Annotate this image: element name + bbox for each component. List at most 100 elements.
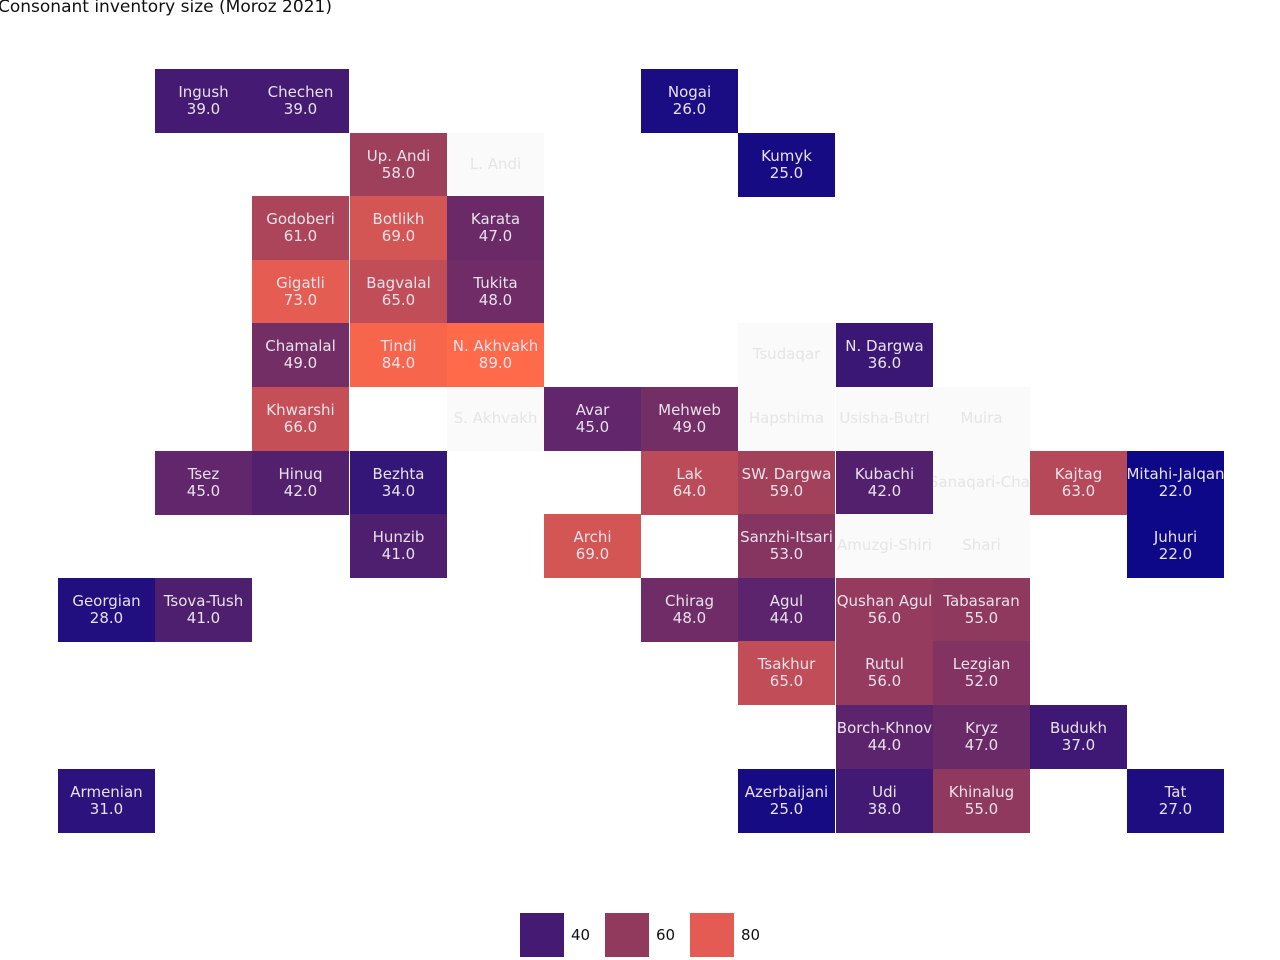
tile-value-label: 47.0: [964, 736, 999, 754]
tile-name-label: Lak: [676, 464, 703, 483]
tile-shari: Shari: [933, 514, 1030, 578]
tile-name-label: Amuzgi-Shiri: [837, 536, 932, 555]
tile-hapshima: Hapshima: [738, 387, 835, 451]
tile-nogai: Nogai 26.0: [641, 69, 738, 133]
tile-archi: Archi 69.0: [544, 514, 641, 578]
tile-name-label: N. Akhvakh: [452, 336, 539, 355]
tile-value-label: 56.0: [867, 609, 902, 627]
tile-hinuq: Hinuq 42.0: [252, 451, 349, 515]
tile-name-label: L. Andi: [469, 155, 522, 174]
tile-tukita: Tukita 48.0: [447, 260, 544, 324]
tile-value-label: 48.0: [478, 291, 513, 309]
tile-khinalug: Khinalug 55.0: [933, 769, 1030, 833]
tile-name-label: Bagvalal: [366, 273, 431, 292]
tile-name-label: Kryz: [965, 718, 998, 737]
tile-value-label: 89.0: [478, 354, 513, 372]
tile-value-label: 39.0: [186, 100, 221, 118]
tile-value-label: 55.0: [964, 800, 999, 818]
tile-name-label: Chirag: [664, 591, 715, 610]
tile-name-label: Usisha-Butri: [839, 409, 930, 428]
tile-up-andi: Up. Andi 58.0: [350, 133, 447, 197]
tile-name-label: Shari: [962, 536, 1001, 555]
tile-name-label: Juhuri: [1153, 527, 1198, 546]
tile-value-label: 49.0: [283, 354, 318, 372]
tile-name-label: S. Akhvakh: [453, 409, 538, 428]
tile-n-akhvakh: N. Akhvakh 89.0: [447, 323, 544, 387]
tile-lak: Lak 64.0: [641, 451, 738, 515]
legend-swatch: [690, 913, 734, 957]
tile-name-label: Botlikh: [372, 209, 425, 228]
tile-name-label: Avar: [575, 400, 610, 419]
tile-name-label: Chamalal: [265, 336, 336, 355]
tile-name-label: Khwarshi: [266, 400, 335, 419]
tile-gigatli: Gigatli 73.0: [252, 260, 349, 324]
tile-value-label: 52.0: [964, 672, 999, 690]
tile-name-label: Godoberi: [266, 209, 335, 228]
tile-name-label: Hapshima: [748, 409, 825, 428]
tile-value-label: 64.0: [672, 482, 707, 500]
tile-tindi: Tindi 84.0: [350, 323, 447, 387]
tile-name-label: Ingush: [178, 82, 229, 101]
tile-value-label: 28.0: [89, 609, 124, 627]
tile-name-label: Qushan Agul: [836, 591, 933, 610]
tile-value-label: 58.0: [381, 164, 416, 182]
tile-name-label: Tabasaran: [943, 591, 1020, 610]
tile-bezhta: Bezhta 34.0: [350, 451, 447, 515]
tile-map-grid: Ingush 39.0 Chechen 39.0 Nogai 26.0 Up. Andi 58…: [58, 69, 1224, 833]
tile-value-label: 61.0: [283, 227, 318, 245]
tile-value-label: 41.0: [381, 545, 416, 563]
tile-name-label: Muira: [960, 409, 1003, 428]
tile-karata: Karata 47.0: [447, 196, 544, 260]
chart-title: Consonant inventory size (Moroz 2021): [0, 0, 332, 17]
tile-value-label: 53.0: [769, 545, 804, 563]
tile-value-label: 47.0: [478, 227, 513, 245]
tile-value-label: 26.0: [672, 100, 707, 118]
tile-name-label: Chechen: [267, 82, 334, 101]
tile-udi: Udi 38.0: [836, 769, 933, 833]
tile-value-label: 37.0: [1061, 736, 1096, 754]
tile-name-label: Bezhta: [372, 464, 425, 483]
tile-value-label: 34.0: [381, 482, 416, 500]
tile-armenian: Armenian 31.0: [58, 769, 155, 833]
tile-name-label: Udi: [872, 782, 897, 801]
tile-tsakhur: Tsakhur 65.0: [738, 641, 835, 705]
tile-tsova-tush: Tsova-Tush 41.0: [155, 578, 252, 642]
tile-bagvalal: Bagvalal 65.0: [350, 260, 447, 324]
tile-agul: Agul 44.0: [738, 578, 835, 642]
tile-name-label: Gigatli: [276, 273, 325, 292]
tile-value-label: 22.0: [1158, 482, 1193, 500]
tile-name-label: Georgian: [72, 591, 141, 610]
legend-item-80: 80: [690, 913, 767, 957]
tile-name-label: Mehweb: [658, 400, 721, 419]
tile-name-label: Tindi: [380, 336, 417, 355]
tile-value-label: 59.0: [769, 482, 804, 500]
tile-name-label: Tsova-Tush: [163, 591, 244, 610]
tile-value-label: 42.0: [867, 482, 902, 500]
tile-value-label: 69.0: [381, 227, 416, 245]
tile-name-label: Kajtag: [1054, 464, 1103, 483]
tile-value-label: 84.0: [381, 354, 416, 372]
tile-name-label: Armenian: [70, 782, 143, 801]
tile-name-label: Tsez: [187, 464, 220, 483]
tile-name-label: Lezgian: [952, 654, 1011, 673]
tile-khwarshi: Khwarshi 66.0: [252, 387, 349, 451]
tile-avar: Avar 45.0: [544, 387, 641, 451]
tile-name-label: Kumyk: [761, 146, 812, 165]
tile-godoberi: Godoberi 61.0: [252, 196, 349, 260]
tile-sanzhi-itsari: Sanzhi-Itsari 53.0: [738, 514, 835, 578]
tile-amuzgi-shiri: Amuzgi-Shiri: [836, 514, 933, 578]
tile-value-label: 38.0: [867, 800, 902, 818]
tile-name-label: Borch-Khnov: [836, 718, 933, 737]
tile-name-label: Sanaqari-Chal: [933, 473, 1030, 492]
tile-muira: Muira: [933, 387, 1030, 451]
tile-name-label: Nogai: [667, 82, 712, 101]
tile-value-label: 49.0: [672, 418, 707, 436]
tile-kumyk: Kumyk 25.0: [738, 133, 835, 197]
tile-chechen: Chechen 39.0: [252, 69, 349, 133]
tile-budukh: Budukh 37.0: [1030, 705, 1127, 769]
tile-mehweb: Mehweb 49.0: [641, 387, 738, 451]
tile-name-label: Hinuq: [278, 464, 323, 483]
tile-value-label: 66.0: [283, 418, 318, 436]
tile-name-label: Kubachi: [854, 464, 915, 483]
tile-sw-dargwa: SW. Dargwa 59.0: [738, 451, 835, 515]
